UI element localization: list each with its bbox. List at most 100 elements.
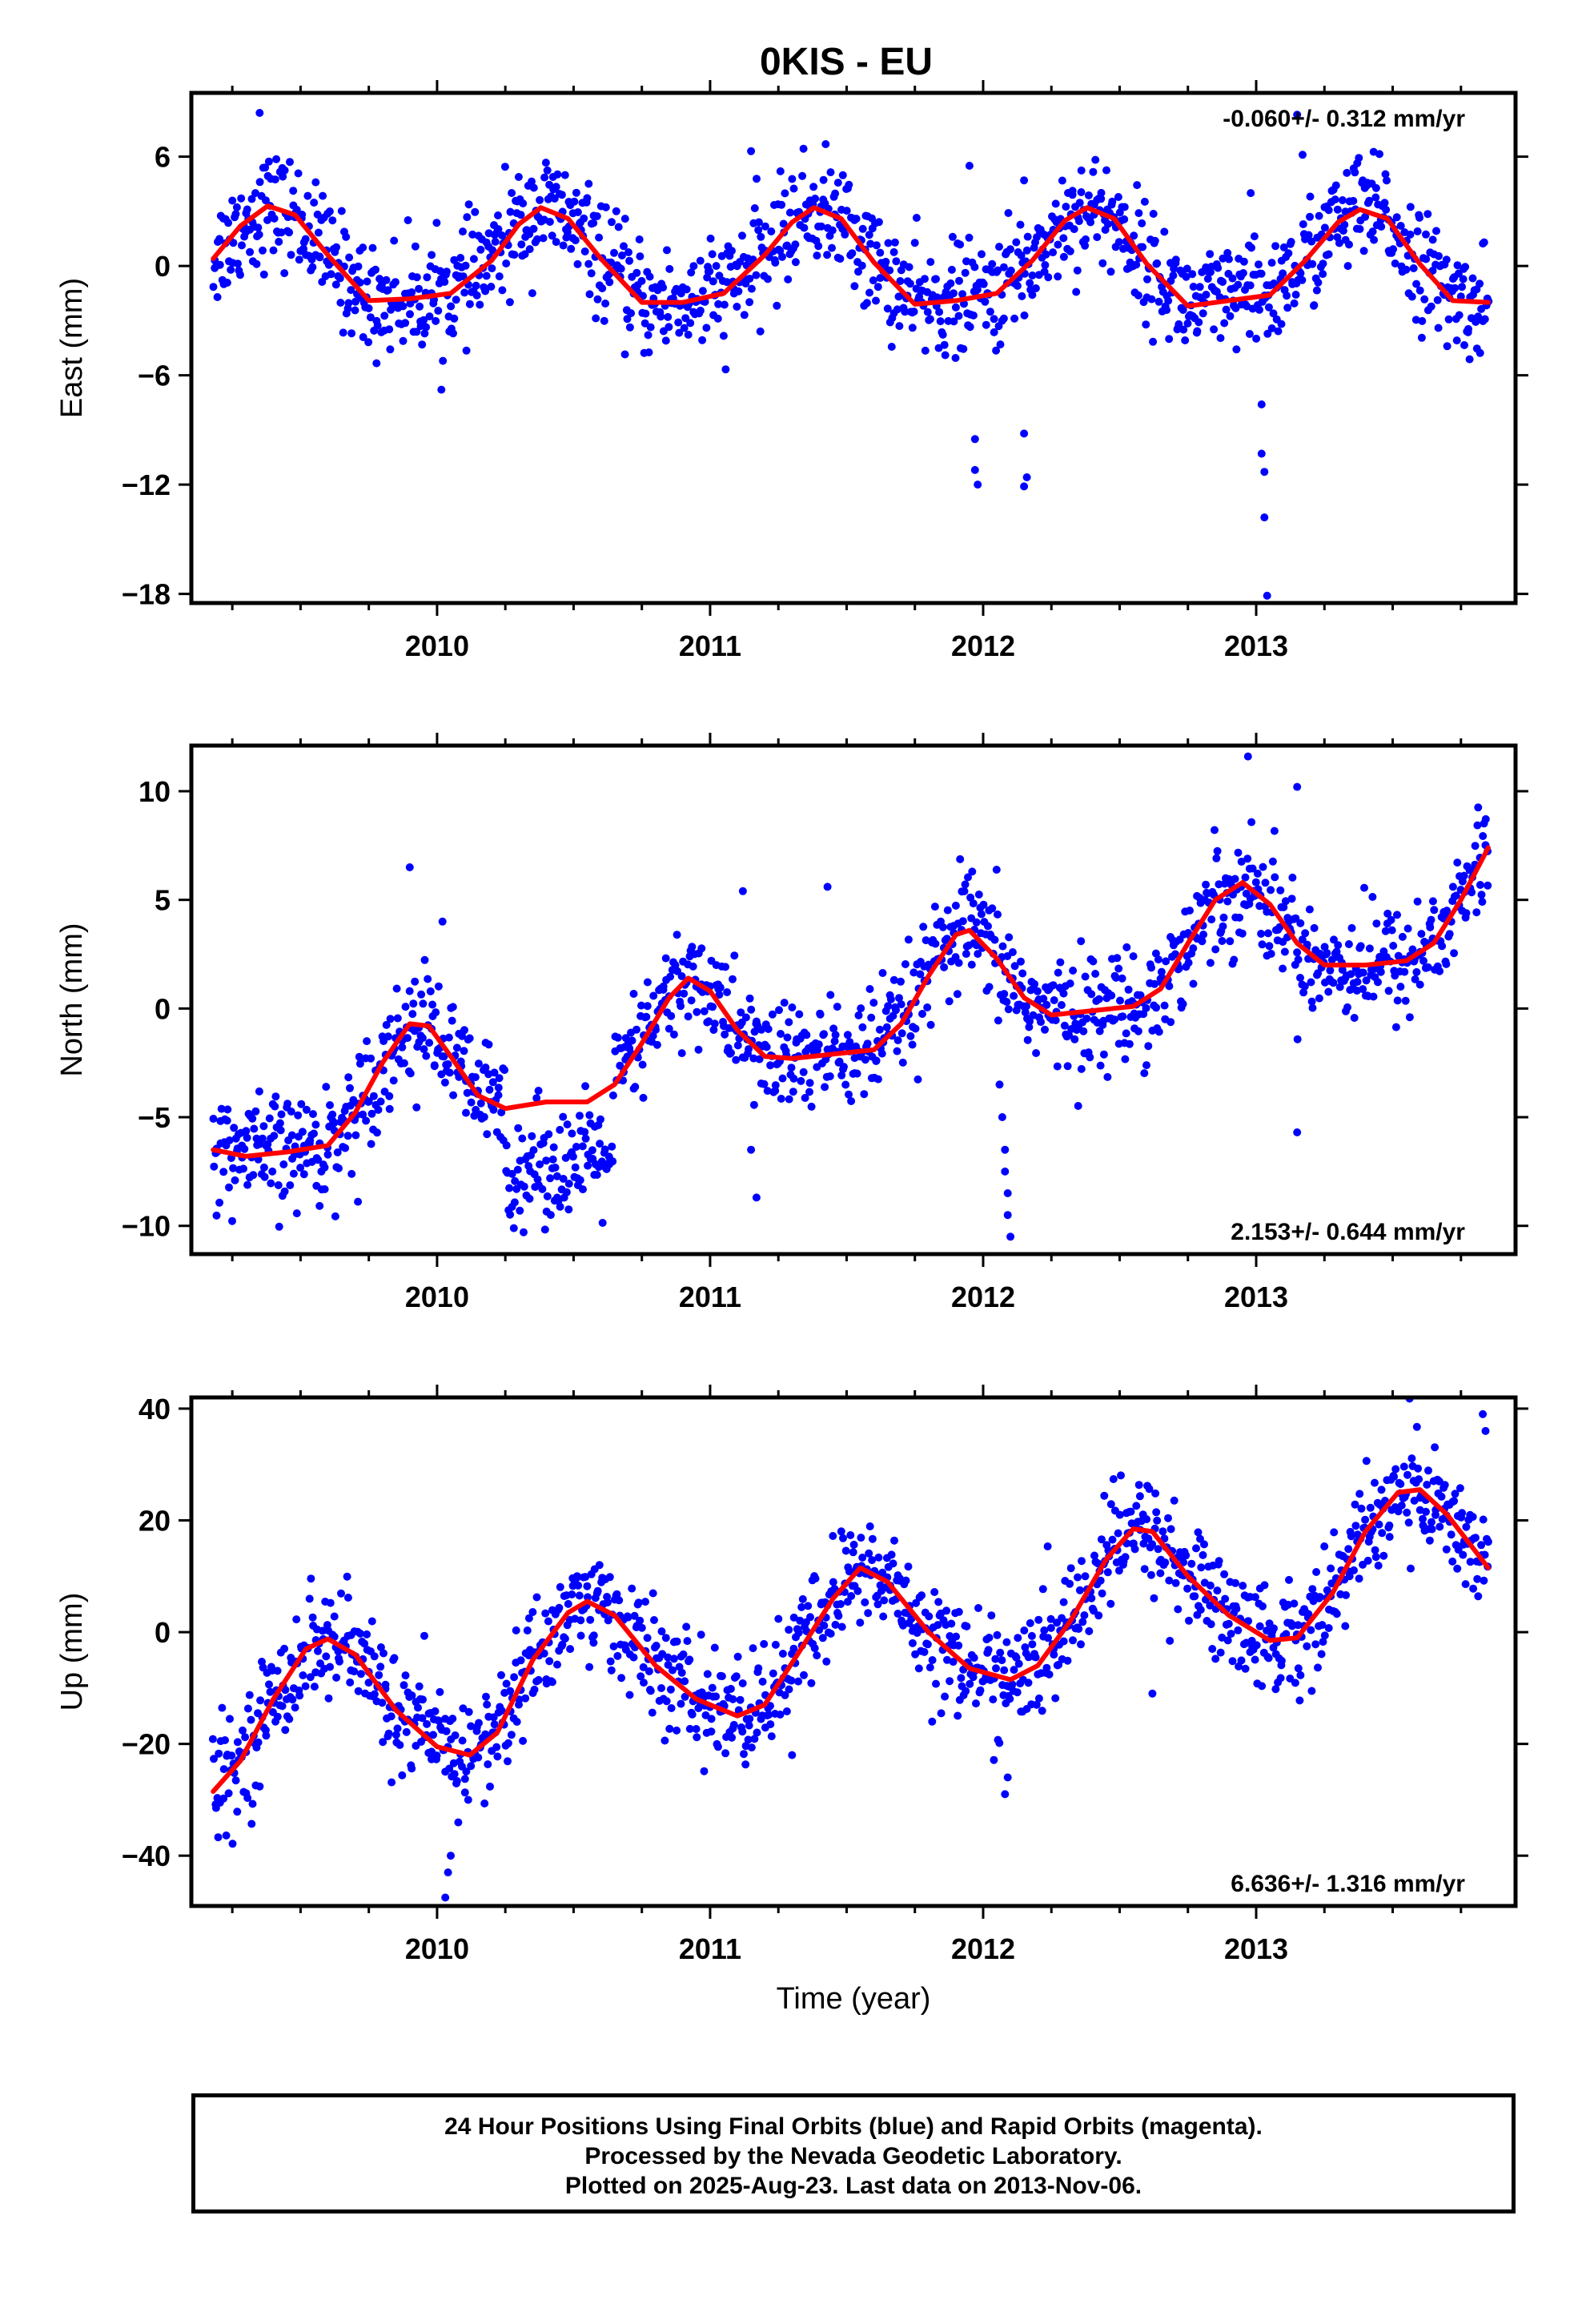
data-point <box>572 1572 581 1581</box>
data-point <box>1417 333 1426 342</box>
data-point <box>826 1630 835 1638</box>
data-point <box>686 319 695 328</box>
data-point <box>323 1150 332 1159</box>
data-point <box>1288 873 1297 882</box>
data-point <box>330 1632 339 1641</box>
data-point <box>857 1534 865 1542</box>
data-point <box>1443 342 1452 351</box>
data-point <box>239 1164 247 1173</box>
data-point <box>1074 1573 1082 1582</box>
data-point <box>549 1143 558 1152</box>
data-point <box>401 319 410 328</box>
outlier-point <box>1257 449 1266 458</box>
data-point <box>1357 1504 1366 1513</box>
data-point <box>393 1014 402 1023</box>
data-point <box>661 1634 670 1642</box>
data-point <box>1182 272 1191 281</box>
data-point <box>546 1174 555 1183</box>
data-point <box>1239 269 1247 277</box>
data-point <box>766 1061 775 1070</box>
data-point <box>920 1647 929 1656</box>
data-point <box>335 1164 343 1172</box>
data-point <box>1165 1576 1174 1585</box>
data-point <box>994 910 1002 919</box>
data-point <box>273 1667 282 1675</box>
data-point <box>1312 286 1321 295</box>
data-point <box>459 1704 468 1713</box>
data-point <box>777 1095 785 1103</box>
data-point <box>447 302 456 311</box>
data-point <box>779 219 788 228</box>
data-point <box>821 1083 829 1092</box>
data-point <box>1287 238 1295 246</box>
data-point <box>930 903 939 911</box>
data-point <box>319 1626 327 1635</box>
data-point <box>1409 264 1418 272</box>
data-point <box>1140 1069 1149 1078</box>
data-point <box>727 1048 735 1057</box>
data-point <box>576 1176 584 1184</box>
data-point <box>382 1020 391 1029</box>
data-point <box>884 1002 893 1011</box>
data-point <box>1258 940 1267 949</box>
data-point <box>484 1760 492 1769</box>
data-point <box>912 214 921 222</box>
data-point <box>1269 309 1278 318</box>
data-point <box>1476 348 1484 357</box>
data-point <box>514 173 523 181</box>
data-point <box>528 289 536 298</box>
data-point <box>280 1187 289 1196</box>
data-point <box>1338 196 1347 204</box>
data-point <box>845 1090 853 1099</box>
data-point <box>1267 324 1276 332</box>
data-point <box>649 991 658 1000</box>
data-point <box>320 1185 329 1193</box>
data-point <box>1059 234 1068 243</box>
data-point <box>857 1004 865 1013</box>
data-point <box>1106 1599 1115 1608</box>
data-point <box>930 1588 939 1596</box>
data-point <box>1279 903 1288 911</box>
data-point <box>450 314 459 323</box>
data-point <box>1320 223 1329 232</box>
x-tick-label: 2013 <box>1224 1932 1288 1965</box>
data-point <box>415 284 424 293</box>
data-point <box>1447 1530 1456 1539</box>
data-point <box>921 346 930 355</box>
data-point <box>1422 1507 1430 1516</box>
outlier-point <box>1260 468 1269 476</box>
data-point <box>1200 1540 1208 1549</box>
data-point <box>923 308 932 316</box>
data-point <box>789 1613 798 1622</box>
data-point <box>741 1013 750 1022</box>
data-point <box>1444 315 1453 324</box>
data-point <box>571 236 580 245</box>
data-point <box>1146 1570 1155 1579</box>
data-point <box>897 1000 905 1009</box>
data-point <box>386 1015 395 1023</box>
data-point <box>250 1124 259 1133</box>
data-point <box>1187 1559 1196 1568</box>
data-point <box>1085 1626 1094 1635</box>
data-point <box>741 1760 750 1769</box>
data-point <box>1428 235 1437 244</box>
data-point <box>424 975 432 983</box>
data-point <box>322 1083 331 1092</box>
data-point <box>558 1640 567 1649</box>
data-point <box>271 1092 280 1101</box>
data-point <box>905 279 914 288</box>
data-point <box>280 269 289 278</box>
data-point <box>278 1702 287 1711</box>
data-point <box>995 1739 1004 1747</box>
data-point <box>1199 931 1208 939</box>
data-point <box>1017 251 1026 259</box>
data-points <box>209 109 1493 600</box>
data-point <box>210 1162 219 1171</box>
data-point <box>1320 1542 1329 1550</box>
data-point <box>941 1692 950 1701</box>
data-point <box>364 304 373 312</box>
data-point <box>1415 213 1423 222</box>
data-point <box>314 1647 322 1655</box>
data-point <box>677 1699 685 1708</box>
data-point <box>346 1084 354 1092</box>
